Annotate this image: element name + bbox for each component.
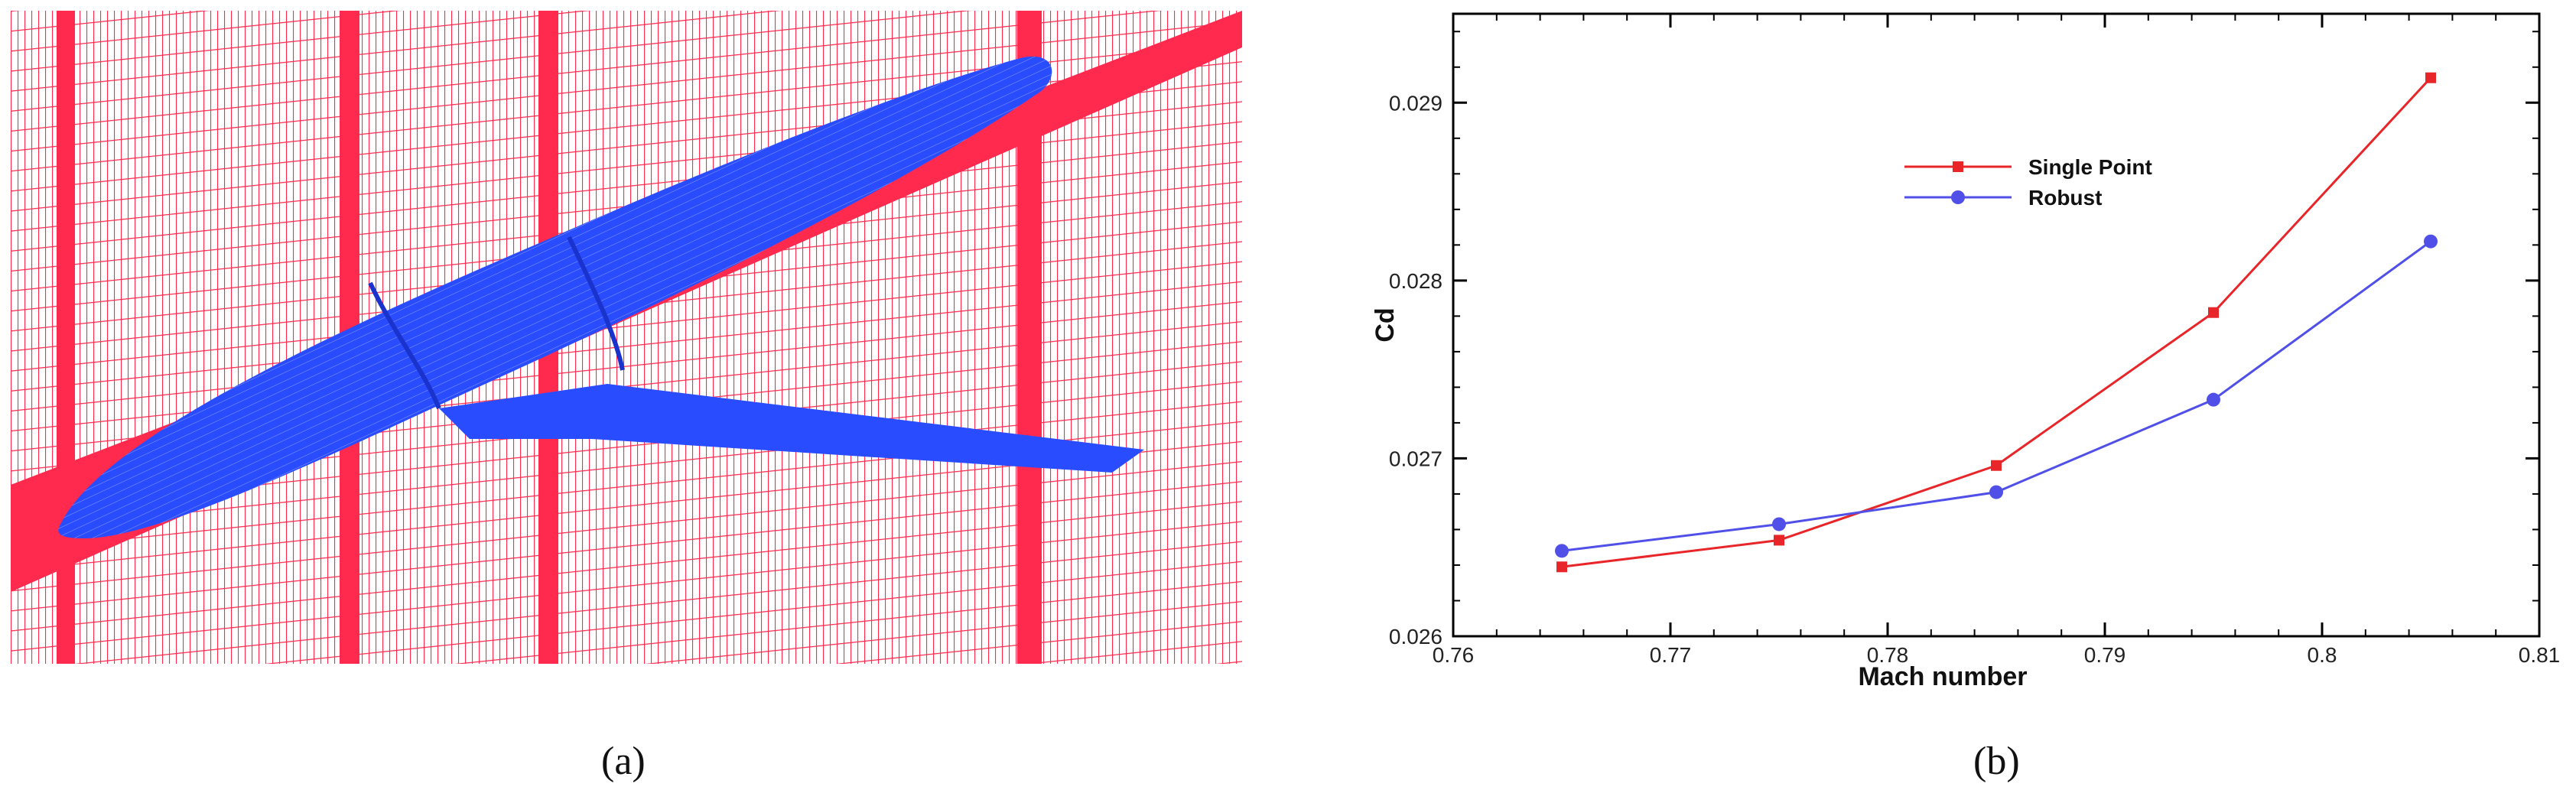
x-tick-label: 0.76 [1433, 643, 1475, 667]
x-tick-label: 0.81 [2519, 643, 2561, 667]
legend-label: Single Point [2028, 155, 2152, 179]
legend-marker [1951, 190, 1965, 204]
mesh-illustration [11, 11, 1242, 664]
plot-frame [1452, 12, 2541, 638]
x-axis-label: Mach number [1858, 662, 2027, 691]
series-point [2208, 307, 2219, 318]
series-point [2424, 234, 2438, 249]
caption-a: (a) [601, 739, 646, 783]
y-tick-label: 0.029 [1389, 91, 1442, 115]
series-point [2207, 392, 2220, 407]
series-point [1774, 535, 1784, 546]
aircraft-wing [439, 384, 1144, 473]
y-tick-label: 0.027 [1389, 447, 1442, 470]
fuselage-section-lines [368, 236, 625, 410]
series-point [1989, 485, 2003, 499]
y-tick-label: 0.028 [1389, 269, 1442, 293]
chart: 0.76 0.77 0.78 0.79 0.8 0.81 0.026 0.027 0.028 0.… [1371, 12, 2561, 691]
y-tick-label: 0.026 [1389, 625, 1442, 648]
series-point [1555, 544, 1569, 558]
x-tick-label: 0.78 [1867, 643, 1909, 667]
aircraft-fuselage [58, 56, 1052, 538]
x-tick-label: 0.79 [2084, 643, 2126, 667]
x-tick-label: 0.77 [1650, 643, 1692, 667]
caption-b: (b) [1973, 739, 2020, 783]
series-line [1561, 240, 2431, 552]
series-point [1991, 460, 2002, 471]
y-axis-label: Cd [1371, 307, 1400, 342]
series-point [2425, 72, 2436, 83]
series-point [1772, 517, 1786, 531]
panel-a-mesh-image [11, 11, 1242, 664]
x-tick-label: 0.8 [2308, 643, 2337, 667]
panel-b-chart: 0.76 0.77 0.78 0.79 0.8 0.81 0.026 0.027 0.028 0.… [1369, 0, 2576, 711]
legend-label: Robust [2028, 186, 2102, 210]
series-point [1556, 561, 1567, 573]
legend-marker [1953, 161, 1963, 172]
